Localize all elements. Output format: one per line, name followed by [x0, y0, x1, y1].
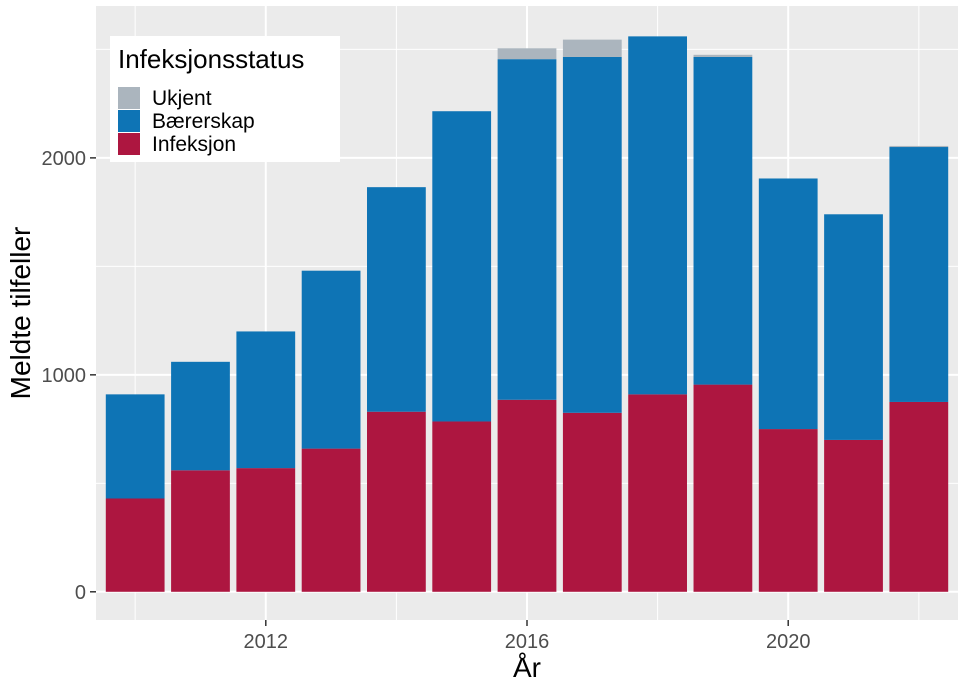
bar-infeksjon-2017	[562, 412, 622, 592]
bar-infeksjon-2015	[432, 421, 492, 592]
bar-ukjent-2019	[693, 54, 753, 57]
bar-ukjent-2017	[562, 39, 622, 57]
bar-b-rerskap-2015	[432, 111, 492, 422]
x-tick-label: 2016	[505, 631, 550, 653]
legend-label: Ukjent	[152, 87, 212, 110]
bar-infeksjon-2012	[236, 468, 296, 592]
bar-infeksjon-2010	[105, 498, 165, 592]
bar-infeksjon-2020	[758, 429, 818, 592]
legend-label: Infeksjon	[152, 133, 236, 156]
bars	[105, 36, 949, 592]
bar-infeksjon-2021	[824, 439, 883, 592]
bar-b-rerskap-2019	[693, 56, 753, 385]
bar-b-rerskap-2020	[758, 178, 818, 430]
bar-infeksjon-2013	[301, 448, 361, 592]
y-tick-label: 2000	[42, 148, 87, 170]
bar-infeksjon-2018	[628, 394, 687, 592]
bar-b-rerskap-2011	[171, 361, 230, 471]
bar-b-rerskap-2014	[367, 187, 426, 412]
legend-label: Bærerskap	[152, 110, 255, 133]
axes: 2012 2016 2020 0 1000 2000	[42, 148, 811, 653]
bar-infeksjon-2016	[497, 399, 557, 592]
legend-title: Infeksjonsstatus	[118, 44, 304, 74]
bar-b-rerskap-2022	[889, 147, 949, 402]
bar-b-rerskap-2010	[105, 394, 165, 499]
x-axis-title: År	[513, 652, 541, 683]
bar-ukjent-2022	[889, 145, 949, 148]
legend-box	[110, 36, 340, 162]
bar-infeksjon-2019	[693, 384, 753, 592]
bar-infeksjon-2022	[889, 401, 949, 592]
bar-b-rerskap-2018	[628, 36, 687, 395]
bar-ukjent-2016	[497, 48, 557, 60]
y-axis-title: Meldte tilfeller	[5, 227, 36, 400]
y-tick-label: 0	[75, 582, 86, 604]
bar-b-rerskap-2017	[562, 56, 622, 413]
legend-swatch-ukjent	[118, 87, 140, 109]
x-tick-label: 2012	[244, 631, 289, 653]
bar-infeksjon-2011	[171, 470, 230, 592]
legend: Infeksjonsstatus UkjentBærerskapInfeksjo…	[110, 36, 340, 162]
legend-swatch-infeksjon	[118, 133, 140, 155]
bar-b-rerskap-2021	[824, 214, 883, 440]
bar-b-rerskap-2016	[497, 59, 557, 400]
bar-infeksjon-2014	[367, 411, 426, 592]
legend-swatch-b-rerskap	[118, 110, 140, 132]
bar-b-rerskap-2013	[301, 270, 361, 449]
bar-b-rerskap-2012	[236, 331, 296, 469]
x-tick-label: 2020	[766, 631, 811, 653]
y-tick-label: 1000	[42, 365, 87, 387]
